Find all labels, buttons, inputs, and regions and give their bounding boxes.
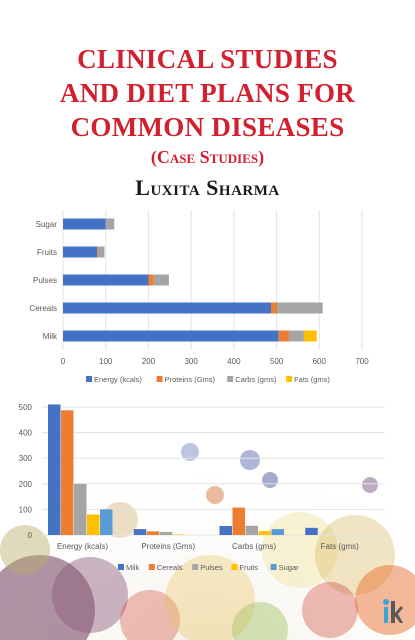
- x-tick-label: 700: [355, 357, 369, 366]
- bar: [172, 534, 186, 535]
- book-title-line-3: COMMON DISEASES: [70, 112, 345, 142]
- bar: [245, 525, 258, 535]
- legend-swatch: [227, 376, 234, 382]
- book-title-line-1: CLINICAL STUDIES: [77, 44, 338, 74]
- legend-swatch: [86, 376, 92, 382]
- x-category-label: Carbs (gms): [232, 542, 276, 551]
- y-category-label: Sugar: [36, 220, 58, 229]
- y-tick-label: 200: [19, 480, 33, 489]
- bar: [271, 529, 284, 535]
- bar-segment: [63, 274, 149, 286]
- bar: [48, 404, 61, 535]
- x-tick-label: 100: [99, 357, 113, 366]
- bar-segment: [271, 302, 277, 314]
- bar-segment: [148, 274, 154, 286]
- legend-entry: Pulses: [200, 563, 223, 572]
- y-category-label: Fruits: [37, 248, 57, 257]
- legend-entry: Milk: [126, 563, 140, 572]
- legend-swatch: [148, 564, 155, 570]
- x-tick-label: 600: [313, 357, 327, 366]
- bar-segment: [105, 218, 115, 230]
- x-category-label: Fats (gms): [321, 542, 360, 551]
- legend-swatch: [270, 564, 277, 570]
- legend-swatch: [286, 376, 293, 382]
- bar-segment: [63, 246, 98, 258]
- y-tick-label: 0: [28, 531, 33, 540]
- legend-entry: Fruits: [239, 563, 258, 572]
- legend-entry: Energy (kcals): [94, 375, 142, 384]
- y-tick-label: 500: [19, 403, 33, 412]
- book-subtitle: (Case Studies): [150, 147, 265, 167]
- x-tick-label: 300: [184, 357, 198, 366]
- bar: [100, 509, 113, 535]
- y-tick-label: 100: [19, 505, 33, 514]
- legend-swatch: [192, 564, 199, 570]
- y-tick-label: 400: [19, 429, 33, 438]
- x-tick-label: 400: [227, 357, 241, 366]
- y-category-label: Cereals: [29, 304, 57, 313]
- bar: [258, 531, 271, 535]
- bar: [146, 531, 160, 535]
- x-tick-label: 500: [270, 357, 284, 366]
- bar: [305, 527, 318, 535]
- bar-segment: [153, 274, 169, 286]
- ik-logo: [383, 599, 403, 623]
- y-category-label: Milk: [43, 332, 58, 341]
- bar-segment: [63, 330, 279, 342]
- bar: [133, 529, 147, 535]
- bar-segment: [63, 218, 106, 230]
- bar-segment: [303, 330, 317, 342]
- y-tick-label: 300: [19, 454, 33, 463]
- bar: [87, 514, 100, 535]
- horizontal-bar-chart: 0 100 200 300 400 500 600 700 Sugar Fruits Pulses C…: [29, 210, 369, 384]
- author-name: Luxita Sharma: [135, 175, 280, 200]
- x-category-label: Energy (kcals): [57, 542, 108, 551]
- bar-segment: [63, 302, 272, 314]
- book-title-line-2: AND DIET PLANS FOR: [59, 78, 356, 108]
- bar-segment: [97, 246, 99, 258]
- vertical-bar-chart: 0 100 200 300 400 500 Energy (kcals) Proteins (…: [19, 403, 385, 572]
- bar-segment: [288, 330, 304, 342]
- bar-segment: [98, 246, 105, 258]
- legend-entry: Fats (gms): [294, 375, 330, 384]
- legend-entry: Sugar: [279, 563, 300, 572]
- bar: [232, 507, 245, 535]
- x-tick-label: 0: [61, 357, 66, 366]
- bar: [74, 483, 87, 535]
- bar-segment: [276, 302, 323, 314]
- bar: [61, 410, 74, 535]
- y-category-label: Pulses: [33, 276, 57, 285]
- x-category-label: Proteins (Gms): [141, 542, 195, 551]
- legend-swatch: [231, 564, 238, 570]
- legend-swatch: [118, 564, 124, 570]
- bar: [159, 531, 173, 535]
- legend-swatch: [156, 376, 163, 382]
- x-tick-label: 200: [142, 357, 156, 366]
- bar-segment: [278, 330, 289, 342]
- bar: [219, 526, 232, 535]
- legend-entry: Cereals: [157, 563, 183, 572]
- legend-entry: Carbs (gms): [235, 375, 277, 384]
- legend-entry: Proteins (Gms): [165, 375, 216, 384]
